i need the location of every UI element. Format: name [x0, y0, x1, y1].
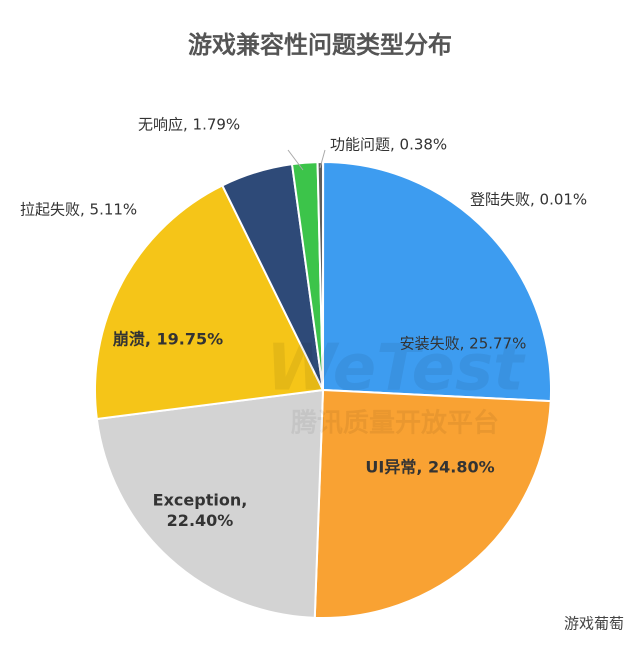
- pie-slice: [321, 160, 552, 403]
- pie-slice: [94, 184, 325, 421]
- chart-title: 游戏兼容性问题类型分布: [188, 31, 452, 59]
- label-line: 22.40%: [167, 511, 234, 530]
- data-label: 拉起失败, 5.11%: [20, 201, 137, 219]
- watermark: WeTest: [266, 332, 526, 406]
- pie-slice: [95, 388, 325, 619]
- label-line: Exception,: [153, 490, 248, 509]
- data-label: 无响应, 1.79%: [138, 116, 240, 134]
- data-label: 功能问题, 0.38%: [330, 136, 447, 154]
- pie-slice: [313, 388, 552, 619]
- leader-line: [287, 149, 304, 171]
- pie: [94, 160, 552, 619]
- leader-line: [319, 149, 326, 169]
- data-label: 登陆失败, 0.01%: [470, 191, 587, 209]
- data-label: 崩溃, 19.75%: [113, 330, 223, 349]
- data-label: UI异常, 24.80%: [365, 458, 494, 477]
- pie-slice: [316, 160, 324, 391]
- data-label: Exception, 22.40%: [153, 490, 248, 530]
- watermark: 腾讯质量开放平台: [291, 408, 499, 439]
- data-label: 安装失败, 25.77%: [400, 335, 527, 353]
- source: 游戏葡萄: [564, 615, 624, 633]
